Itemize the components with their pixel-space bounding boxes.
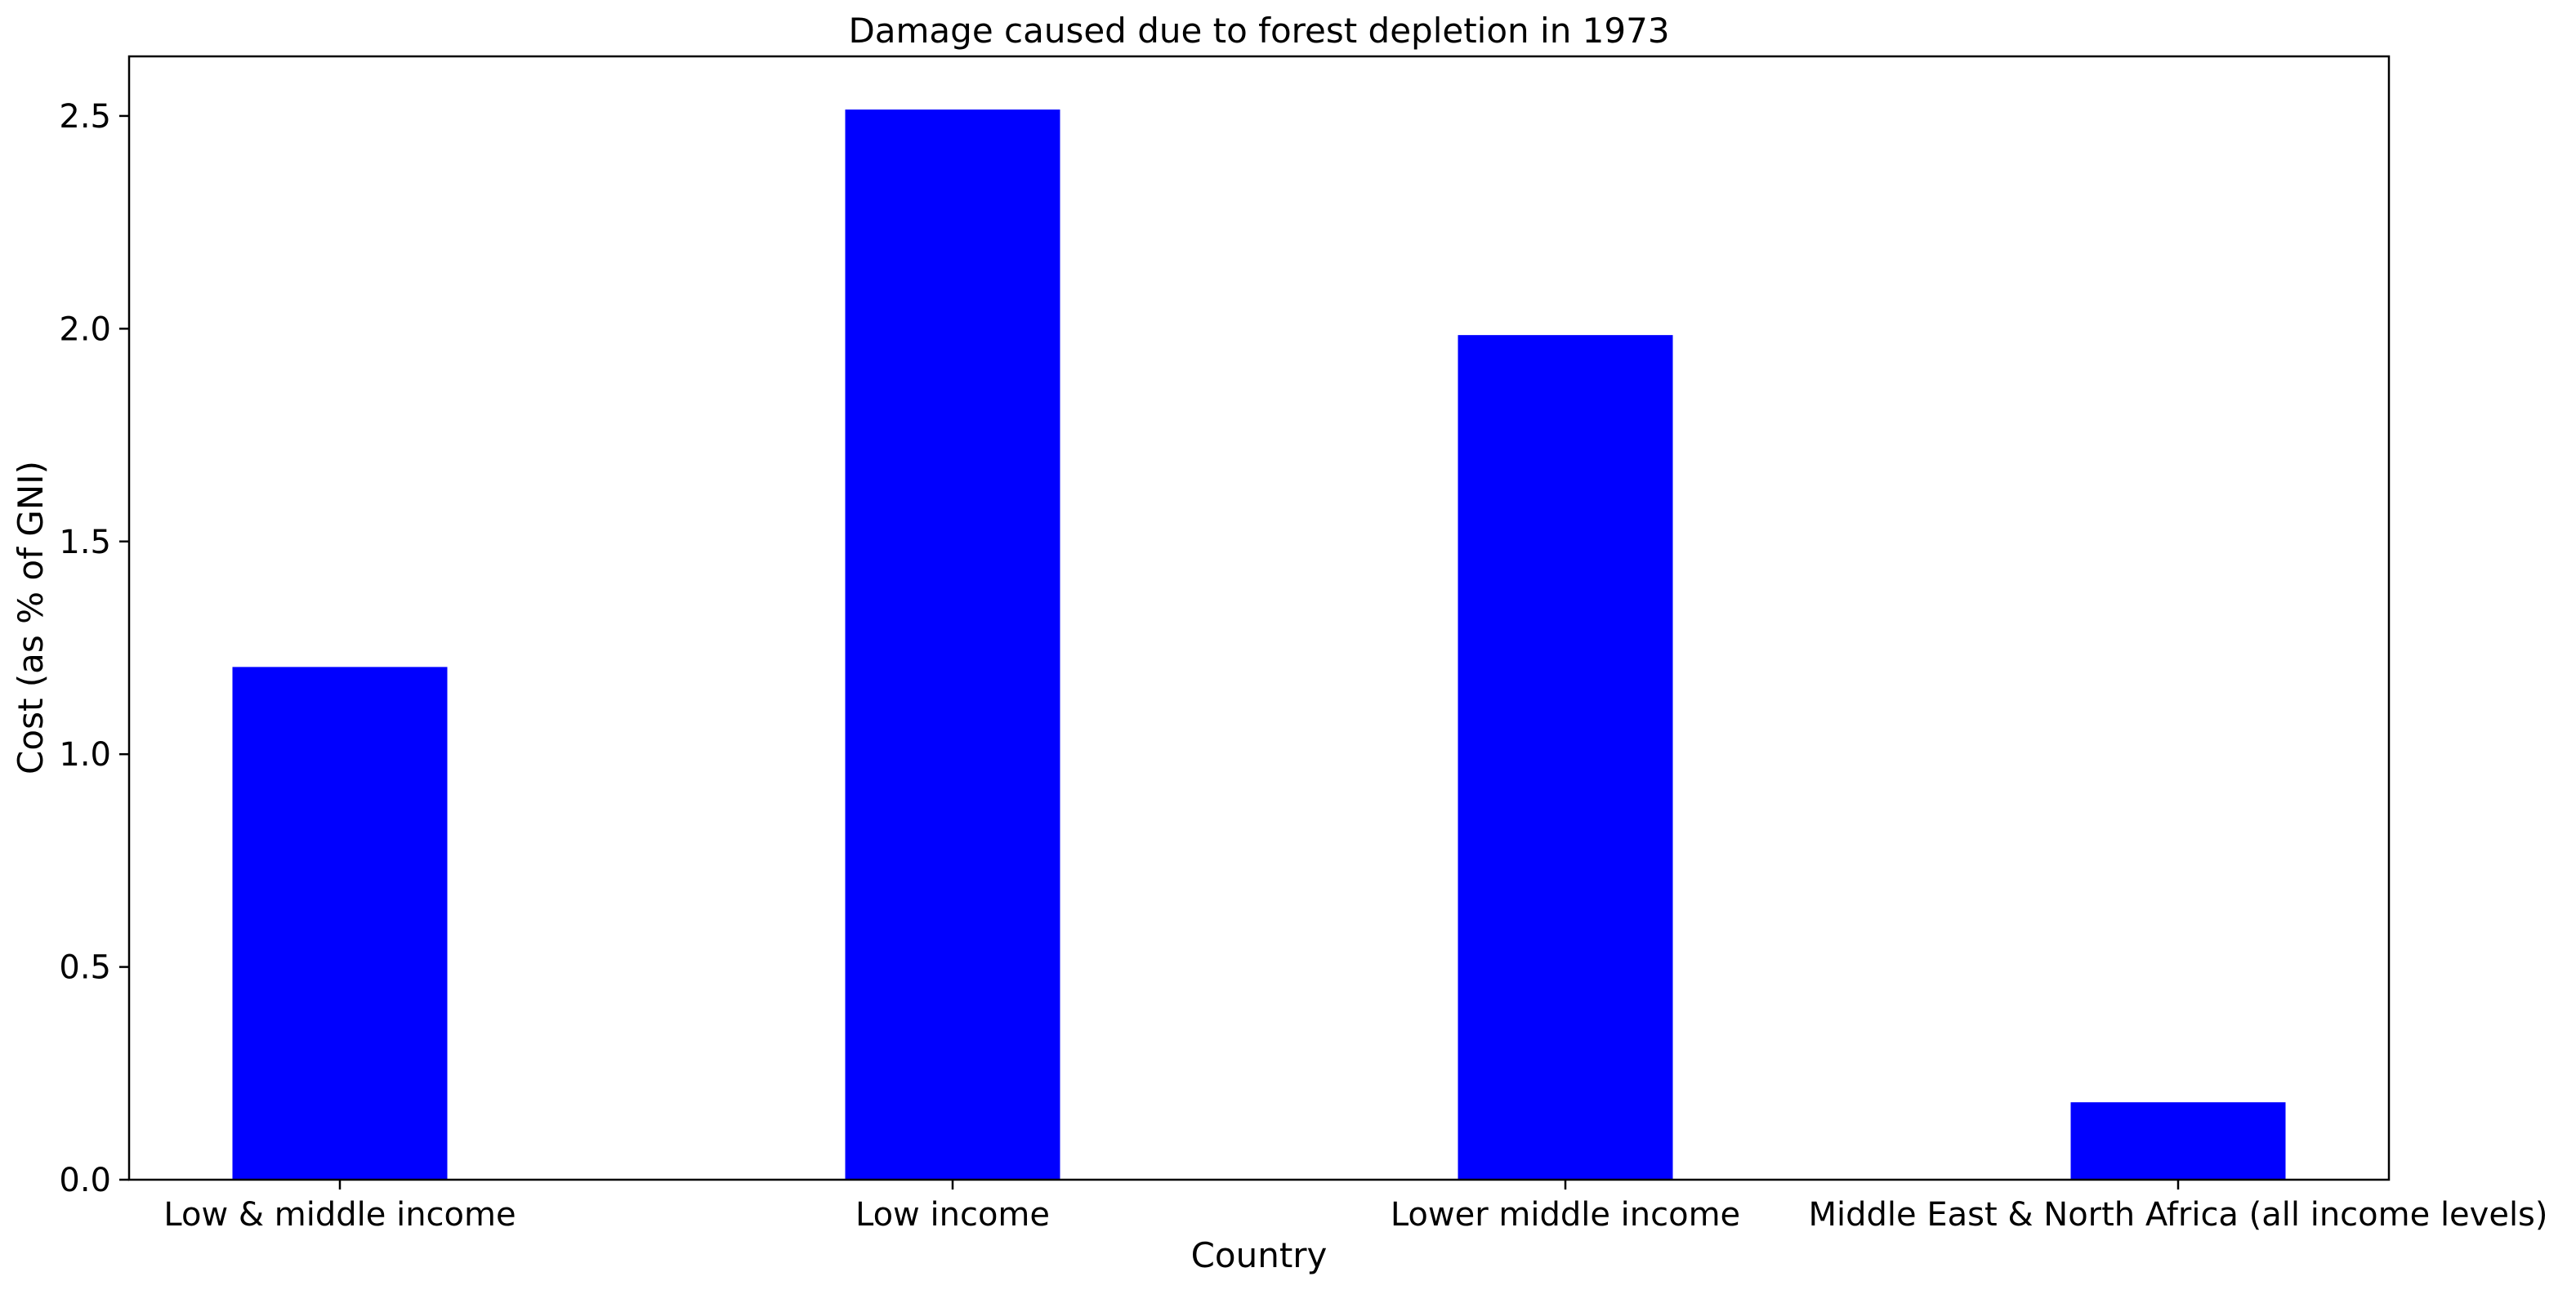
x-tick-label: Low income <box>855 1196 1050 1234</box>
chart-title: Damage caused due to forest depletion in… <box>848 11 1669 51</box>
x-axis-label: Country <box>1191 1235 1328 1275</box>
plot-area-frame <box>127 55 2391 1181</box>
y-tick-label: 2.0 <box>59 310 111 348</box>
y-tick-label: 0.0 <box>59 1162 111 1199</box>
x-tick-label: Middle East & North Africa (all income l… <box>1809 1196 2548 1234</box>
bar-2 <box>845 109 1060 1181</box>
bars-group <box>232 109 2286 1181</box>
x-tick-label: Lower middle income <box>1391 1196 1740 1234</box>
y-tick-label: 1.0 <box>59 736 111 774</box>
x-axis-ticks: Low & middle income Low income Lower middl… <box>163 1180 2548 1234</box>
bar-1 <box>232 667 448 1180</box>
bar-4 <box>2070 1102 2286 1180</box>
y-tick-label: 1.5 <box>59 524 111 561</box>
x-tick-label: Low & middle income <box>163 1196 516 1234</box>
y-tick-label: 2.5 <box>59 98 111 136</box>
y-axis-ticks: 0.0 0.5 1.0 1.5 2.0 2.5 <box>59 98 129 1199</box>
y-tick-label: 0.5 <box>59 949 111 987</box>
y-axis-label: Cost (as % of GNI) <box>11 461 51 774</box>
bar-3 <box>1458 335 1673 1180</box>
